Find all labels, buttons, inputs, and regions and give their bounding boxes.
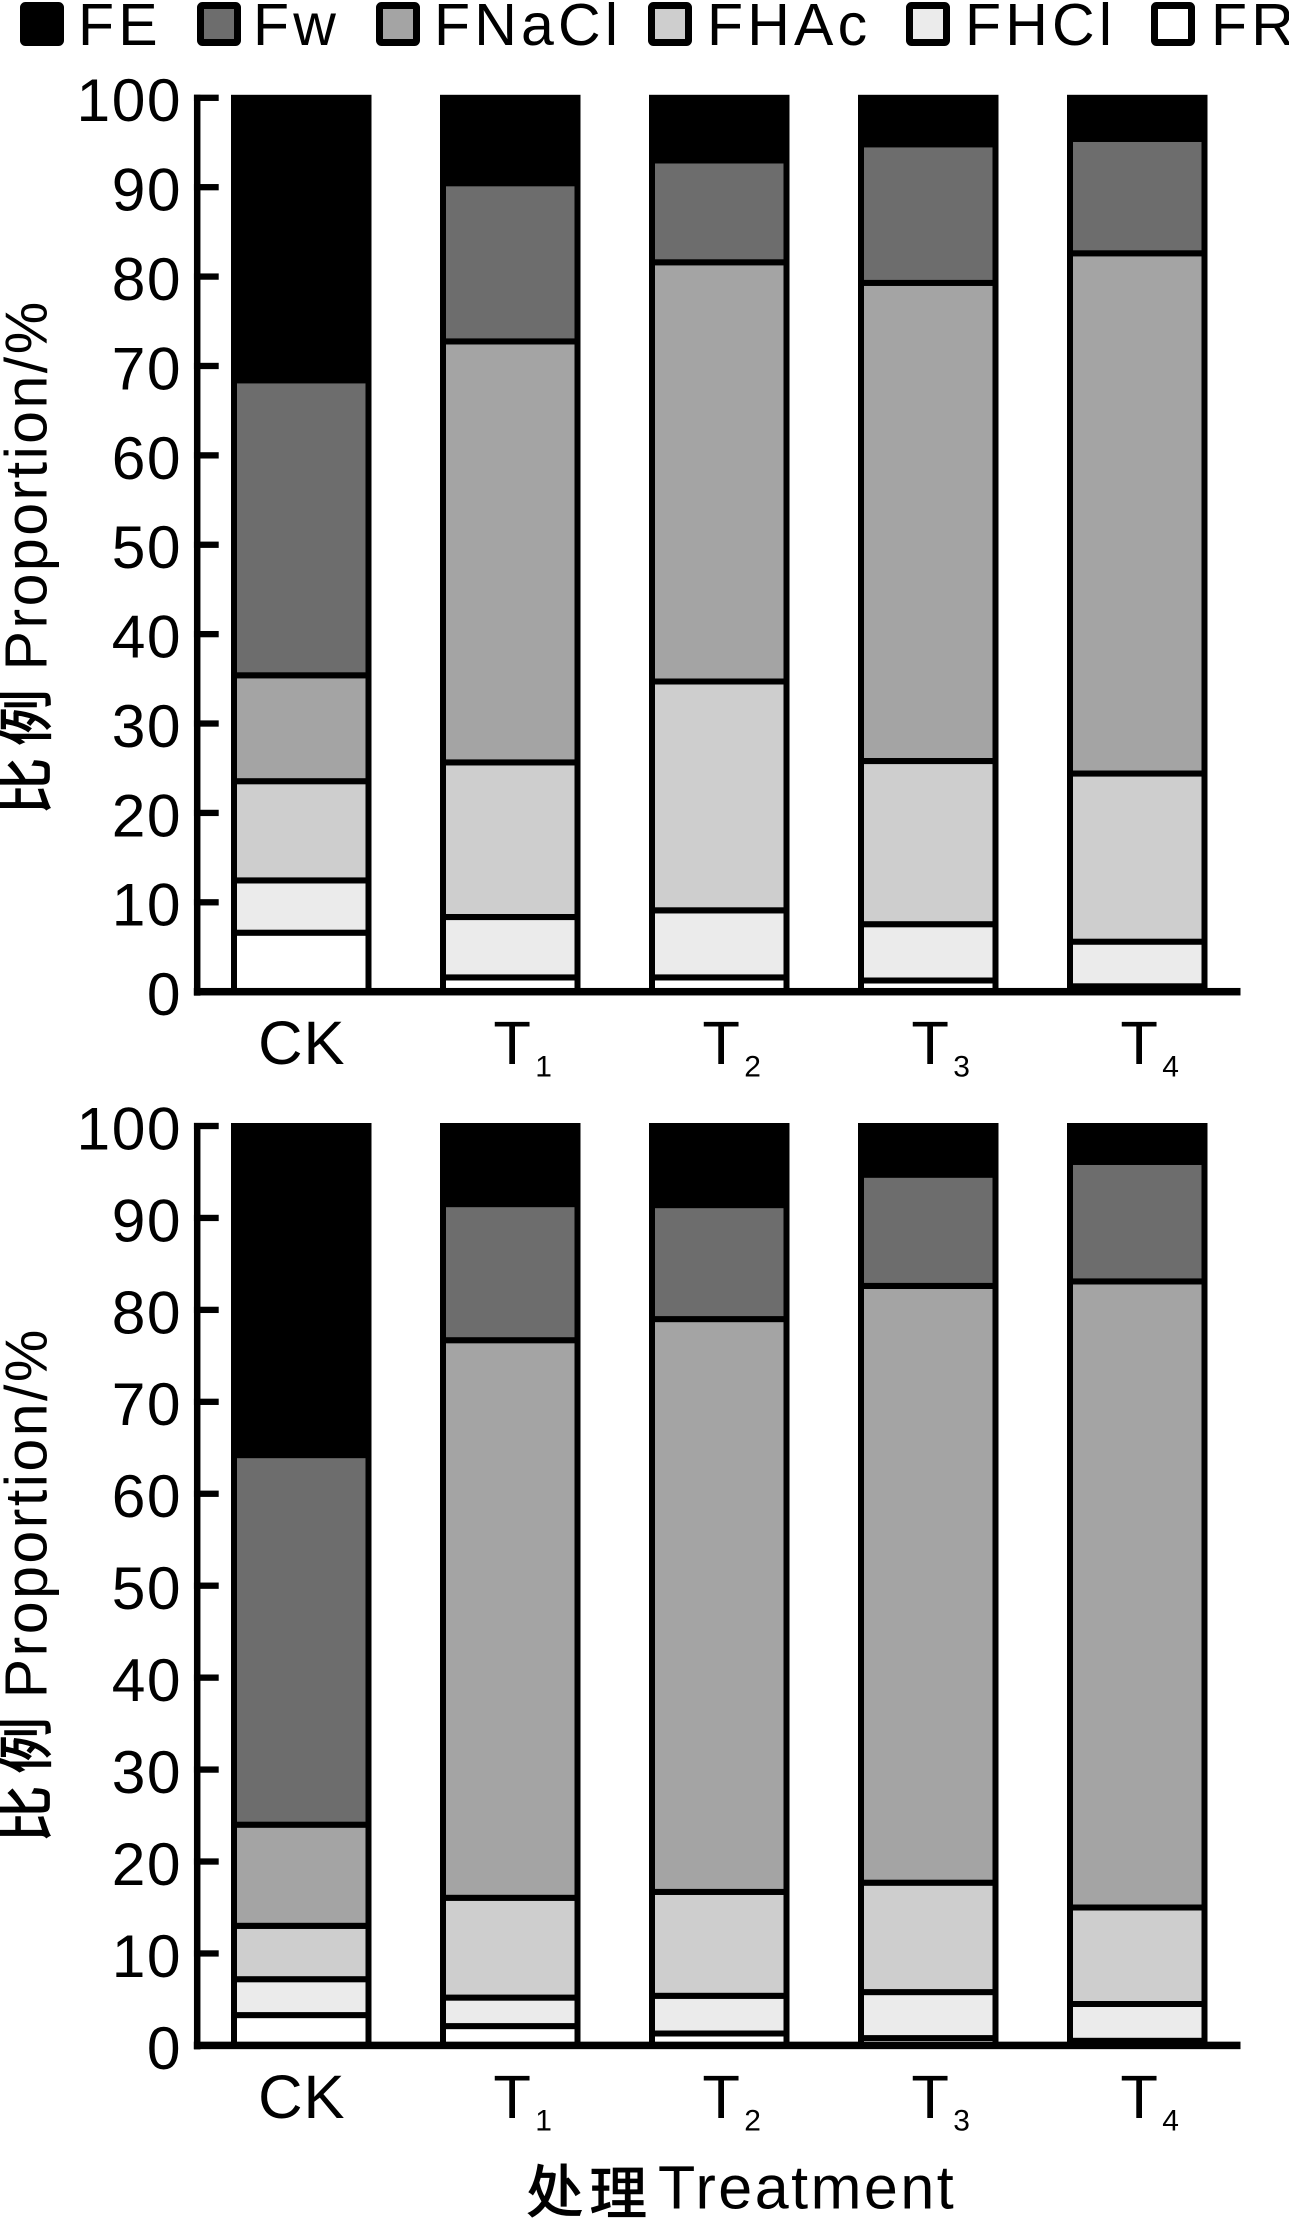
svg-text:FHCl: FHCl xyxy=(965,0,1116,58)
svg-text:Proportion/%: Proportion/% xyxy=(0,299,59,670)
svg-text:0: 0 xyxy=(147,2014,182,2082)
svg-text:T: T xyxy=(493,1009,531,1078)
svg-text:70: 70 xyxy=(112,334,182,402)
svg-text:30: 30 xyxy=(112,1738,182,1806)
svg-text:T: T xyxy=(911,1009,949,1078)
svg-text:40: 40 xyxy=(112,603,182,671)
svg-text:4: 4 xyxy=(1162,1051,1179,1084)
svg-text:40: 40 xyxy=(112,1646,182,1714)
svg-text:80: 80 xyxy=(112,245,182,313)
svg-text:10: 10 xyxy=(112,1922,182,1990)
svg-text:90: 90 xyxy=(112,156,182,224)
svg-text:20: 20 xyxy=(112,1830,182,1898)
svg-text:T: T xyxy=(911,2063,949,2132)
svg-text:CK: CK xyxy=(258,2063,345,2132)
svg-text:10: 10 xyxy=(112,871,182,939)
svg-text:T: T xyxy=(1120,1009,1158,1078)
svg-text:70: 70 xyxy=(112,1370,182,1438)
svg-text:1: 1 xyxy=(535,1051,552,1084)
svg-text:60: 60 xyxy=(112,1462,182,1530)
svg-text:2: 2 xyxy=(744,1051,761,1084)
svg-text:FNaCl: FNaCl xyxy=(434,0,622,58)
svg-text:1: 1 xyxy=(535,2105,552,2138)
svg-text:100: 100 xyxy=(77,66,182,134)
svg-text:50: 50 xyxy=(112,1554,182,1622)
svg-text:30: 30 xyxy=(112,692,182,760)
svg-text:FHAc: FHAc xyxy=(707,0,871,58)
svg-text:T: T xyxy=(493,2063,531,2132)
svg-text:Treatment: Treatment xyxy=(658,2154,956,2218)
svg-text:100: 100 xyxy=(77,1094,182,1162)
svg-text:T: T xyxy=(702,2063,740,2132)
svg-text:90: 90 xyxy=(112,1186,182,1254)
svg-text:3: 3 xyxy=(953,1051,970,1084)
svg-text:FE: FE xyxy=(78,0,162,58)
svg-text:4: 4 xyxy=(1162,2105,1179,2138)
svg-text:50: 50 xyxy=(112,513,182,581)
svg-text:80: 80 xyxy=(112,1278,182,1346)
svg-text:0: 0 xyxy=(147,960,182,1028)
svg-text:CK: CK xyxy=(258,1009,345,1078)
svg-text:20: 20 xyxy=(112,781,182,849)
svg-text:3: 3 xyxy=(953,2105,970,2138)
svg-text:T: T xyxy=(1120,2063,1158,2132)
svg-text:60: 60 xyxy=(112,424,182,492)
svg-text:T: T xyxy=(702,1009,740,1078)
svg-text:FR: FR xyxy=(1211,0,1289,58)
svg-text:Proportion/%: Proportion/% xyxy=(0,1327,59,1698)
svg-text:2: 2 xyxy=(744,2105,761,2138)
svg-text:Fw: Fw xyxy=(253,0,340,58)
